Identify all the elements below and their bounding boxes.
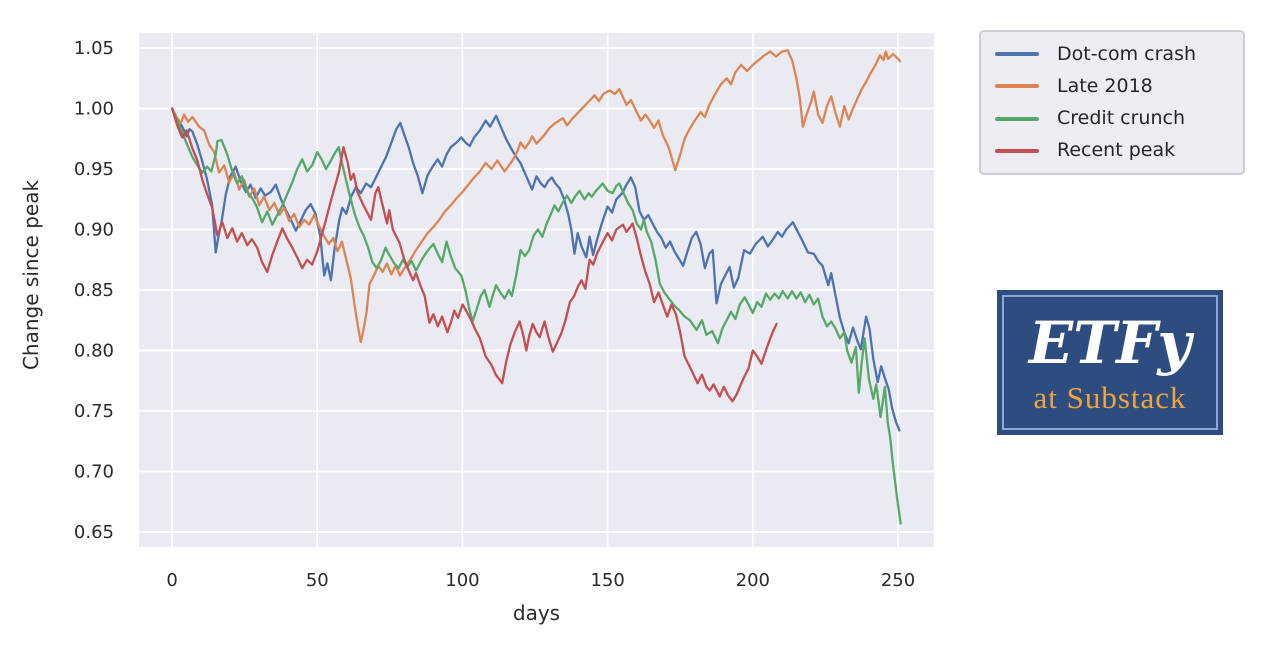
y-tick-label: 0.75 [74,401,114,422]
legend-line-swatch-red [995,148,1039,153]
legend-label: Late 2018 [1057,74,1153,97]
x-tick-label: 200 [736,570,770,591]
legend-label: Credit crunch [1057,107,1186,130]
x-axis-label: days [513,601,560,625]
x-tick-label: 100 [445,570,479,591]
logo-title: ETFy [1028,309,1192,377]
legend-item-dot-com-crash: Dot-com crash [995,42,1229,65]
logo-subtitle: at Substack [1033,380,1187,415]
x-tick-label: 150 [590,570,624,591]
y-tick-label: 1.05 [74,38,114,59]
legend-item-credit-crunch: Credit crunch [995,109,1229,128]
series-line-late-2018 [170,49,902,344]
x-tick-label: 250 [881,570,915,591]
legend-item-recent-peak: Recent peak [995,141,1229,160]
legend-line-swatch-green [995,116,1039,121]
legend-line-swatch-blue [995,52,1039,57]
y-tick-label: 0.90 [74,220,114,241]
etfy-substack-logo: ETFy at Substack [997,290,1223,435]
legend-label: Recent peak [1057,139,1176,162]
y-tick-label: 1.00 [74,99,114,120]
legend: Dot-com crash Late 2018 Credit crunch Re… [979,30,1245,175]
legend-line-swatch-orange [995,84,1039,89]
y-tick-label: 0.95 [74,159,114,180]
x-tick-label: 0 [166,570,177,591]
y-tick-label: 0.80 [74,340,114,361]
y-tick-label: 0.65 [74,522,114,543]
legend-label: Dot-com crash [1057,42,1197,65]
legend-item-late-2018: Late 2018 [995,74,1229,97]
y-axis-label: Change since peak [19,180,43,370]
series-line-credit-crunch [170,107,902,525]
y-tick-label: 0.85 [74,280,114,301]
y-tick-label: 0.70 [74,461,114,482]
x-tick-label: 50 [306,570,329,591]
series-line-recent-peak [170,107,778,403]
